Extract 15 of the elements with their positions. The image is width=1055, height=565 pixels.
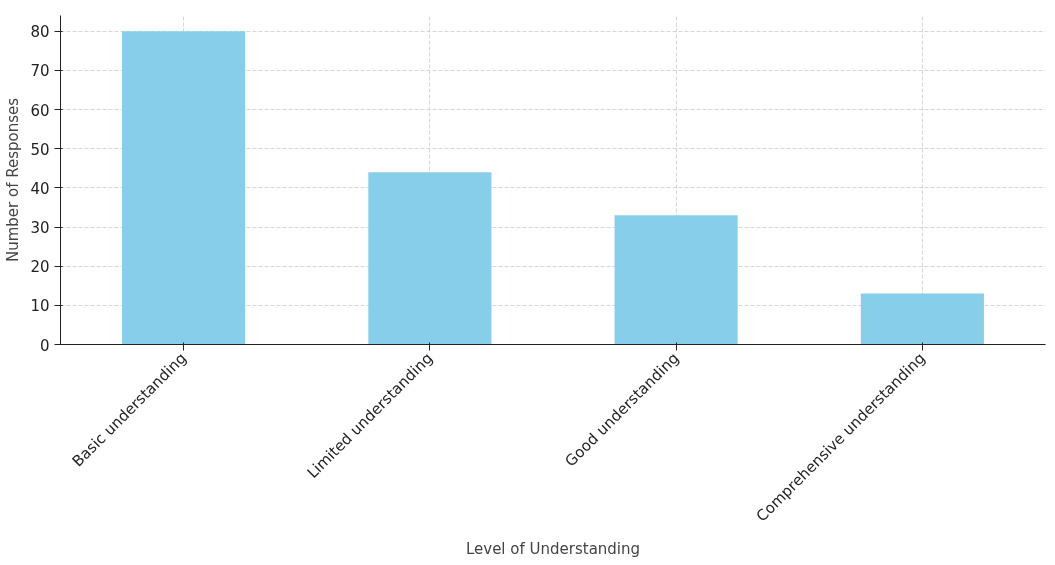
y-tick-label: 80 <box>30 23 50 42</box>
bar <box>860 293 984 345</box>
bar <box>368 172 492 345</box>
y-tick-label: 70 <box>30 62 50 81</box>
y-tick-label: 60 <box>30 101 50 120</box>
y-axis-title: Number of Responses <box>4 97 23 263</box>
y-tick-label: 20 <box>30 258 50 277</box>
bar <box>614 215 738 345</box>
y-tick-label: 30 <box>30 219 50 237</box>
y-tick-label: 10 <box>30 297 50 316</box>
x-axis-title: Level of Understanding <box>465 539 641 558</box>
y-tick-label: 0 <box>39 336 50 355</box>
y-tick-label: 50 <box>30 140 50 159</box>
bar <box>122 31 246 345</box>
y-tick-label: 40 <box>30 179 50 198</box>
